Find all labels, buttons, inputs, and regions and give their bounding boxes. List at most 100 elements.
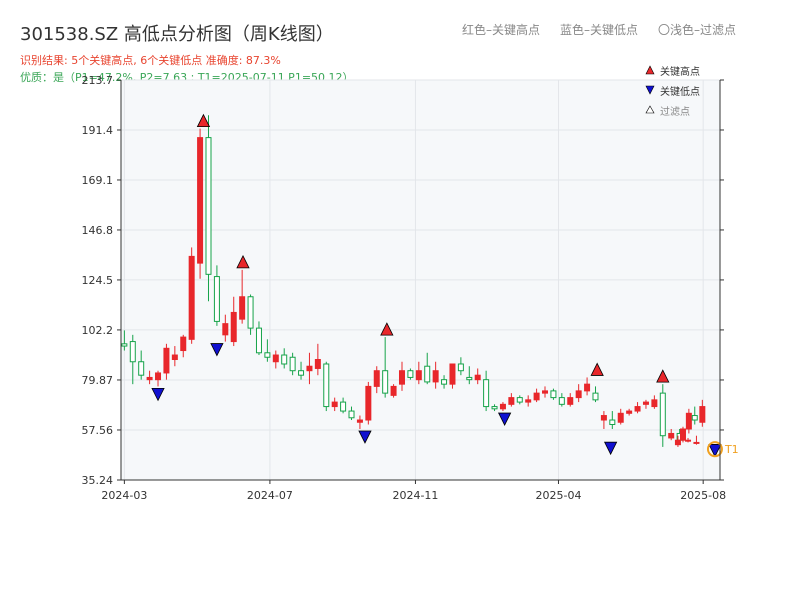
y-tick-label-3: 102.2 [82,324,114,337]
candle-body-18 [272,354,279,363]
candle-body-58 [609,419,616,426]
candle-body-9 [197,137,204,264]
key-high-marker-4 [656,369,670,383]
candle-body-55 [584,383,591,392]
candle-body-13 [230,311,237,343]
candle-body-35 [415,370,422,381]
legend-high-label: 关键高点 [660,65,700,78]
candle-body-46 [508,397,515,405]
candle-body-17 [264,352,271,358]
candle-body-15 [247,296,254,329]
candle-body-39 [449,363,456,385]
x-tick-label-1: 2024-07 [247,489,293,502]
candle-body-25 [331,401,338,408]
candle-body-36 [424,365,431,383]
candle-body-32 [390,385,397,396]
candle-body-10 [205,137,212,275]
candle-body-52 [558,397,565,405]
header-legend: 红色–关键高点 蓝色–关键低点 〇浅色–过滤点 [462,21,736,38]
legend-low-icon [645,85,655,95]
legend-low-label: 关键低点 [660,85,700,98]
candle-body-11 [213,276,220,322]
candle-body-16 [255,327,262,354]
legend-light-text: 〇浅色–过滤点 [658,23,737,37]
key-high-marker-3 [590,362,604,376]
y-tick-label-7: 191.4 [82,124,114,137]
key-high-marker-1 [236,254,250,269]
y-tick-label-1: 57.56 [82,424,114,437]
candle-body-51 [550,390,557,399]
candle-body-61 [634,406,641,412]
candle-body-7 [180,336,187,352]
candle-body-21 [298,370,305,376]
candle-body-20 [289,356,296,372]
candle-body-63 [651,399,658,408]
candle-body-62 [642,401,649,405]
candle-body-53 [567,397,574,405]
candle-body-23 [314,359,321,369]
candle-body-12 [222,323,229,336]
key-low-marker-4 [603,441,618,456]
candle-body-27 [348,410,355,419]
candle-body-48 [525,399,532,403]
candle-body-8 [188,255,195,340]
page-title: 301538.SZ 高低点分析图（周K线图） [20,24,334,45]
key-low-marker-0 [151,387,165,402]
candle-body-45 [499,403,506,410]
candle-body-26 [340,401,347,412]
key-low-marker-2 [358,430,372,444]
x-tick-label-3: 2025-04 [535,489,581,502]
candle-body-68 [693,441,700,444]
candle-body-60 [626,410,633,414]
candle-body-41 [466,376,473,381]
candle-body-0 [121,343,128,347]
candle-body-tail-4 [699,406,706,423]
candle-body-14 [239,296,246,320]
candle-body-4 [155,372,162,381]
y-tick-label-6: 169.1 [82,174,114,187]
chart-legend: 关键高点 关键低点 过滤点 [645,65,700,118]
candles [121,115,706,447]
result-summary: 识别结果: 5个关键高点, 6个关键低点 准确度: 87.3% [20,54,281,67]
candle-body-50 [542,390,549,394]
candle-body-56 [592,392,599,401]
candle-body-37 [432,370,439,383]
x-tick-label-0: 2024-03 [101,489,147,502]
candle-body-tail-0 [674,439,681,446]
candle-body-24 [323,363,330,408]
candle-body-64 [659,392,666,437]
candle-body-29 [365,385,372,421]
key-low-marker-3 [497,412,512,426]
candle-body-38 [441,379,448,385]
candle-body-5 [163,347,170,374]
candle-body-34 [407,370,414,378]
key-high-marker-2 [380,322,394,336]
candle-body-59 [617,412,624,423]
y-tick-label-2: 79.87 [82,374,114,387]
x-tick-label-2: 2024-11 [392,489,438,502]
key-point-markers: T1 [151,113,739,458]
candle-body-30 [373,370,380,387]
candle-body-6 [171,354,178,361]
candle-body-tail-2 [685,412,692,430]
candle-body-19 [281,354,288,365]
t1-label: T1 [724,443,739,456]
x-tick-label-4: 2025-08 [680,489,726,502]
candle-body-49 [533,392,540,401]
key-low-marker-5 [708,444,722,458]
candle-body-47 [516,397,523,403]
y-tick-label-5: 146.8 [82,224,114,237]
t1-circle [706,441,723,458]
candle-body-40 [457,363,464,372]
y-tick-label-4: 124.5 [82,274,114,287]
legend-red-text: 红色–关键高点 [462,23,541,37]
key-low-marker-1 [210,343,224,357]
candle-body-33 [398,370,405,385]
legend-filtered-label: 过滤点 [660,105,690,118]
key-high-marker-0 [196,113,211,128]
candle-body-31 [382,370,389,394]
candle-body-65 [668,432,675,439]
legend-blue-text: 蓝色–关键低点 [560,23,639,37]
candle-body-67 [685,439,692,442]
